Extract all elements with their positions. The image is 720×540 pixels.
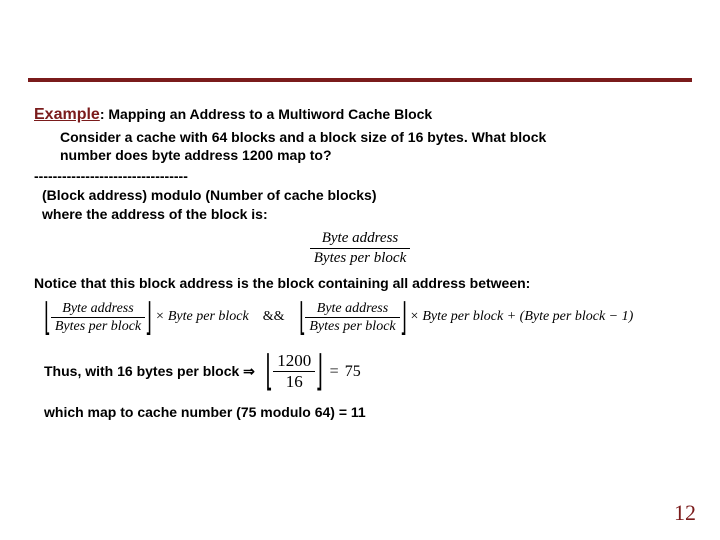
- floor-left-icon: ⌊: [299, 299, 306, 337]
- thus-text: Thus, with 16 bytes per block ⇒: [44, 362, 255, 381]
- range-term-a: Byte per block: [168, 308, 249, 327]
- range-amp: &&: [263, 308, 285, 327]
- map-line: which map to cache number (75 modulo 64)…: [44, 403, 686, 422]
- separator-dashes: ---------------------------------: [34, 167, 686, 186]
- problem-line-1: Consider a cache with 64 blocks and a bl…: [60, 128, 686, 147]
- page-number: 12: [674, 500, 696, 526]
- example-label: Example: [34, 106, 100, 123]
- range-frac-den-a: Bytes per block: [51, 317, 145, 334]
- times-icon: ×: [156, 308, 164, 327]
- slide-content: Example: Mapping an Address to a Multiwo…: [34, 104, 686, 422]
- floor-left-icon: ⌊: [44, 299, 51, 337]
- thus-result: 75: [345, 361, 361, 383]
- thus-row: Thus, with 16 bytes per block ⇒ ⌊ 1200 1…: [44, 351, 686, 393]
- range-tail: Byte per block + (Byte per block − 1): [422, 308, 633, 327]
- formula-block-address: Byte address Bytes per block: [34, 230, 686, 266]
- range-frac-den-b: Bytes per block: [305, 317, 399, 334]
- heading-rest: : Mapping an Address to a Multiword Cach…: [100, 106, 432, 122]
- heading: Example: Mapping an Address to a Multiwo…: [34, 104, 686, 126]
- equals-icon: =: [330, 361, 339, 383]
- thus-frac-den: 16: [273, 371, 315, 392]
- range-formula: ⌊ Byte address Bytes per block ⌋ × Byte …: [44, 299, 686, 337]
- range-frac-num-a: Byte address: [51, 301, 145, 317]
- modulo-line: (Block address) modulo (Number of cache …: [42, 186, 686, 205]
- range-frac-num-b: Byte address: [305, 301, 399, 317]
- floor-right-icon: ⌋: [145, 299, 152, 337]
- where-line: where the address of the block is:: [42, 205, 686, 224]
- problem-line-2: number does byte address 1200 map to?: [60, 146, 686, 165]
- floor-right-icon: ⌋: [400, 299, 407, 337]
- horizontal-rule: [28, 78, 692, 82]
- times-icon: ×: [410, 308, 418, 327]
- frac1-num: Byte address: [310, 230, 410, 248]
- frac1-den: Bytes per block: [310, 248, 410, 267]
- floor-left-icon: ⌊: [265, 351, 272, 393]
- thus-frac-num: 1200: [273, 352, 315, 372]
- notice-line: Notice that this block address is the bl…: [34, 274, 686, 293]
- floor-right-icon: ⌋: [316, 351, 323, 393]
